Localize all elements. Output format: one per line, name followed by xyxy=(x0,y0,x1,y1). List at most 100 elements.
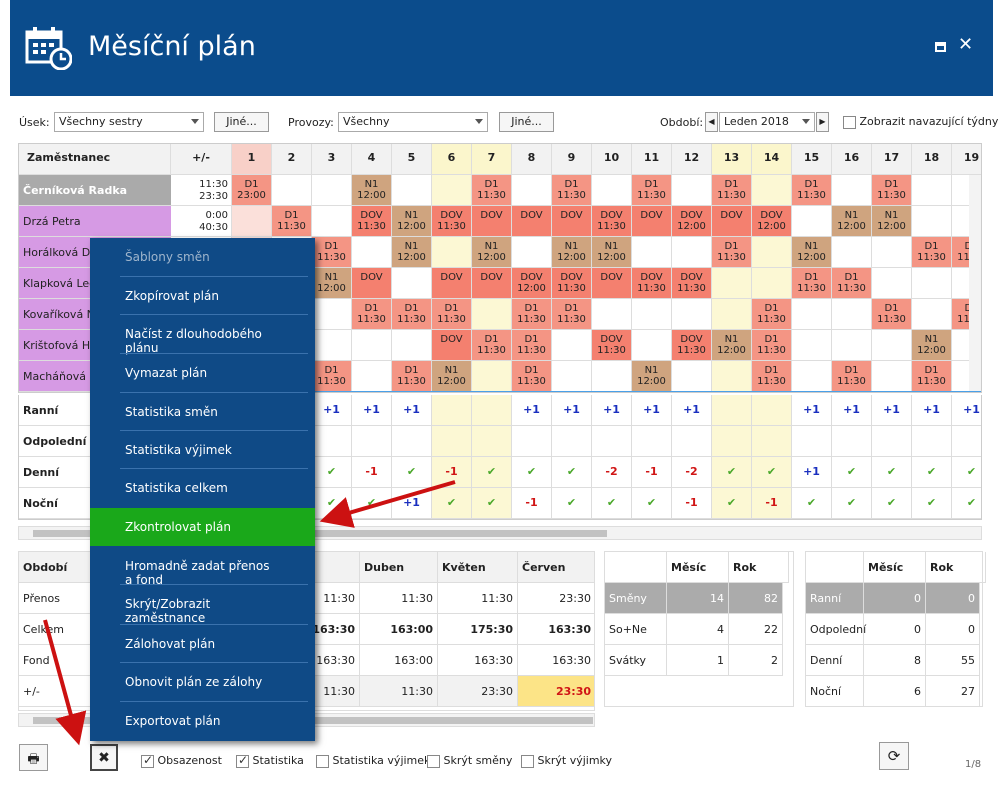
shift-cell[interactable]: DOV xyxy=(432,268,472,299)
column-header-day[interactable]: 7 xyxy=(472,144,512,175)
shift-cell[interactable] xyxy=(872,361,912,392)
column-header-day[interactable]: 10 xyxy=(592,144,632,175)
shift-cell[interactable] xyxy=(912,268,952,299)
shift-cell[interactable] xyxy=(672,175,712,206)
shift-cell[interactable] xyxy=(752,237,792,268)
shift-cell[interactable]: DOV xyxy=(632,206,672,237)
shift-cell[interactable] xyxy=(712,268,752,299)
close-button[interactable]: ✕ xyxy=(958,34,974,55)
shift-cell[interactable] xyxy=(592,299,632,330)
menu-item[interactable]: Načíst z dlouhodobého plánu xyxy=(125,327,262,355)
shift-cell[interactable]: N1 12:00 xyxy=(352,175,392,206)
shift-cell[interactable]: N1 12:00 xyxy=(392,237,432,268)
shift-cell[interactable]: DOV xyxy=(592,268,632,299)
shift-cell[interactable]: DOV xyxy=(552,206,592,237)
shift-cell[interactable] xyxy=(792,206,832,237)
menu-item[interactable]: Vymazat plán xyxy=(125,366,208,380)
shift-cell[interactable] xyxy=(672,299,712,330)
menu-item[interactable]: Statistika výjimek xyxy=(125,443,232,457)
shift-cell[interactable] xyxy=(512,237,552,268)
shift-cell[interactable] xyxy=(712,299,752,330)
shift-cell[interactable] xyxy=(352,330,392,361)
usek-select[interactable]: Všechny sestry xyxy=(54,112,204,132)
shift-cell[interactable] xyxy=(912,299,952,330)
column-header-day[interactable]: 11 xyxy=(632,144,672,175)
shift-cell[interactable]: DOV 12:00 xyxy=(512,268,552,299)
shift-cell[interactable]: N1 12:00 xyxy=(912,330,952,361)
column-header-day[interactable]: 17 xyxy=(872,144,912,175)
shift-cell[interactable]: DOV 11:30 xyxy=(592,206,632,237)
shift-cell[interactable] xyxy=(272,175,312,206)
skryt-vyjimky-checkbox[interactable]: Skrýt výjimky xyxy=(521,754,612,768)
obsazenost-checkbox[interactable]: Obsazenost xyxy=(141,753,222,768)
menu-item[interactable]: Exportovat plán xyxy=(125,714,221,728)
column-header-day[interactable]: 4 xyxy=(352,144,392,175)
shift-cell[interactable]: DOV 11:30 xyxy=(352,206,392,237)
shift-cell[interactable] xyxy=(672,237,712,268)
shift-cell[interactable] xyxy=(832,330,872,361)
shift-cell[interactable] xyxy=(912,206,952,237)
shift-cell[interactable] xyxy=(392,330,432,361)
shift-cell[interactable]: DOV xyxy=(472,206,512,237)
shift-cell[interactable] xyxy=(712,361,752,392)
column-header-day[interactable]: 8 xyxy=(512,144,552,175)
column-header-day[interactable]: 12 xyxy=(672,144,712,175)
shift-cell[interactable]: N1 12:00 xyxy=(312,268,352,299)
shift-cell[interactable] xyxy=(792,330,832,361)
menu-item[interactable]: Zkopírovat plán xyxy=(125,289,219,303)
shift-cell[interactable]: N1 12:00 xyxy=(472,237,512,268)
column-header-day[interactable]: 1 xyxy=(232,144,272,175)
shift-cell[interactable] xyxy=(872,330,912,361)
print-icon[interactable]: 🖶 xyxy=(19,744,48,771)
shift-cell[interactable] xyxy=(392,175,432,206)
menu-item[interactable]: Hromadně zadat přenos a fond xyxy=(125,559,270,587)
prev-month-button[interactable]: ◀ xyxy=(705,112,718,132)
shift-cell[interactable] xyxy=(352,361,392,392)
shift-cell[interactable]: N1 12:00 xyxy=(832,206,872,237)
shift-cell[interactable] xyxy=(872,237,912,268)
shift-cell[interactable] xyxy=(392,268,432,299)
maximize-button[interactable] xyxy=(935,42,946,52)
provozy-other-button[interactable]: Jiné... xyxy=(499,112,554,132)
shift-cell[interactable] xyxy=(552,330,592,361)
shift-cell[interactable]: DOV 12:00 xyxy=(672,206,712,237)
menu-item[interactable]: Obnovit plán ze zálohy xyxy=(125,675,263,689)
shift-cell[interactable]: DOV 11:30 xyxy=(672,330,712,361)
employee-name[interactable]: Drzá Petra xyxy=(19,206,171,237)
shift-cell[interactable]: DOV 11:30 xyxy=(432,206,472,237)
column-header-day[interactable]: 15 xyxy=(792,144,832,175)
shift-cell[interactable]: N1 12:00 xyxy=(432,361,472,392)
shift-cell[interactable] xyxy=(672,361,712,392)
refresh-icon[interactable]: ⟳ xyxy=(879,742,909,770)
tools-icon[interactable]: ✖ xyxy=(90,744,118,771)
menu-item[interactable]: Zkontrolovat plán xyxy=(90,508,315,546)
shift-cell[interactable]: DOV xyxy=(472,268,512,299)
shift-cell[interactable] xyxy=(912,175,952,206)
shift-cell[interactable] xyxy=(832,299,872,330)
shift-cell[interactable]: DOV xyxy=(512,206,552,237)
shift-cell[interactable]: N1 12:00 xyxy=(872,206,912,237)
shift-cell[interactable]: DOV 11:30 xyxy=(632,268,672,299)
shift-cell[interactable]: DOV 12:00 xyxy=(752,206,792,237)
shift-cell[interactable] xyxy=(472,299,512,330)
shift-cell[interactable] xyxy=(552,361,592,392)
shift-cell[interactable]: DOV 11:30 xyxy=(552,268,592,299)
shift-cell[interactable] xyxy=(832,175,872,206)
